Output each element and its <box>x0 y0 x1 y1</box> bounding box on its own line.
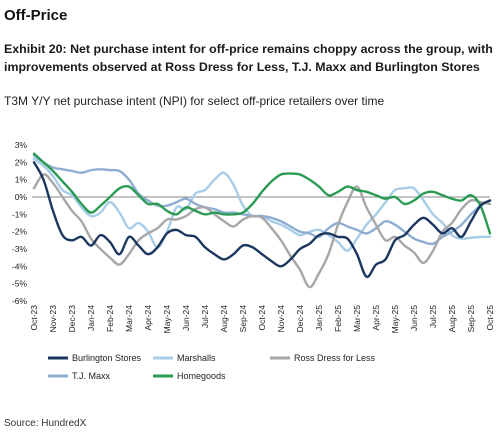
section-title: Off-Price <box>4 7 68 24</box>
chart-subtitle: T3M Y/Y net purchase intent (NPI) for se… <box>4 94 385 108</box>
series-line-t-j-maxx <box>32 154 492 246</box>
x-tick-label: Apr-24 <box>143 305 153 331</box>
legend-label: Homegoods <box>177 371 226 381</box>
y-tick-label: -4% <box>12 261 28 271</box>
x-tick-label: Mar-25 <box>352 305 362 332</box>
source-note: Source: HundredX <box>4 418 87 429</box>
x-tick-label: Jan-24 <box>86 305 96 331</box>
y-tick-label: -3% <box>12 244 28 254</box>
x-tick-label: Nov-23 <box>48 305 58 333</box>
legend-label: Ross Dress for Less <box>294 353 376 363</box>
legend-label: T.J. Maxx <box>72 371 111 381</box>
x-tick-label: Aug-24 <box>219 305 229 333</box>
series-line-ross-dress-for-less <box>32 173 492 289</box>
y-tick-label: 3% <box>15 140 28 150</box>
x-tick-label: Jan-25 <box>314 305 324 331</box>
y-tick-label: -5% <box>12 279 28 289</box>
y-tick-label: 2% <box>15 157 28 167</box>
legend-label: Burlington Stores <box>72 353 142 363</box>
x-tick-label: Oct-23 <box>29 305 39 331</box>
x-tick-label: Oct-25 <box>485 305 495 331</box>
x-tick-label: Mar-24 <box>124 305 134 332</box>
x-tick-label: Oct-24 <box>257 305 267 331</box>
x-tick-label: Jun-24 <box>181 305 191 331</box>
x-tick-label: Sep-24 <box>238 305 248 333</box>
x-tick-label: Jul-25 <box>428 305 438 328</box>
legend-label: Marshalls <box>177 353 216 363</box>
x-tick-label: Apr-25 <box>371 305 381 331</box>
x-tick-label: Aug-25 <box>447 305 457 333</box>
y-tick-label: 1% <box>15 175 28 185</box>
x-tick-label: Nov-24 <box>276 305 286 333</box>
x-tick-label: Feb-25 <box>333 305 343 332</box>
y-tick-label: -6% <box>12 296 28 306</box>
series-line-homegoods <box>32 152 492 235</box>
x-tick-label: Dec-24 <box>295 305 305 333</box>
x-tick-label: Dec-23 <box>67 305 77 333</box>
x-tick-label: May-25 <box>390 305 400 334</box>
x-tick-label: Jul-24 <box>200 305 210 328</box>
series-lines <box>32 152 492 289</box>
series-line-burlington-stores <box>32 161 492 279</box>
y-axis: -6% -5% -4% -3% -2% -1% 0% 1% 2% 3% <box>12 140 28 306</box>
exhibit-title: Exhibit 20: Net purchase intent for off-… <box>4 42 493 74</box>
x-tick-label: May-24 <box>162 305 172 334</box>
x-tick-label: Sep-25 <box>466 305 476 333</box>
y-tick-label: -1% <box>12 209 28 219</box>
y-tick-label: -2% <box>12 227 28 237</box>
y-tick-label: 0% <box>15 192 28 202</box>
x-tick-label: Feb-24 <box>105 305 115 332</box>
chart-legend: Burlington Stores Marshalls Ross Dress for… <box>48 353 376 381</box>
x-axis: Oct-23 Nov-23 Dec-23 Jan-24 Feb-24 Mar-24 Apr-… <box>29 305 495 334</box>
x-tick-label: Jun-25 <box>409 305 419 331</box>
